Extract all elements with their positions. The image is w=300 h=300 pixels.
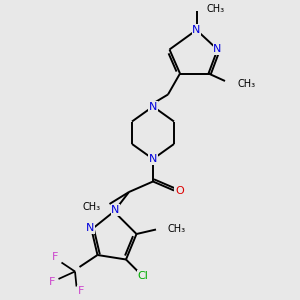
- Text: CH₃: CH₃: [82, 202, 100, 212]
- Text: F: F: [52, 252, 59, 262]
- Text: Cl: Cl: [137, 271, 148, 281]
- Text: N: N: [111, 205, 120, 215]
- Text: CH₃: CH₃: [237, 79, 255, 89]
- Text: N: N: [149, 101, 157, 112]
- Text: N: N: [192, 25, 201, 35]
- Text: CH₃: CH₃: [168, 224, 186, 235]
- Text: F: F: [78, 286, 84, 296]
- Text: N: N: [149, 154, 157, 164]
- Text: N: N: [86, 223, 94, 233]
- Text: F: F: [49, 277, 55, 287]
- Text: CH₃: CH₃: [207, 4, 225, 14]
- Text: O: O: [175, 185, 184, 196]
- Text: N: N: [213, 44, 222, 55]
